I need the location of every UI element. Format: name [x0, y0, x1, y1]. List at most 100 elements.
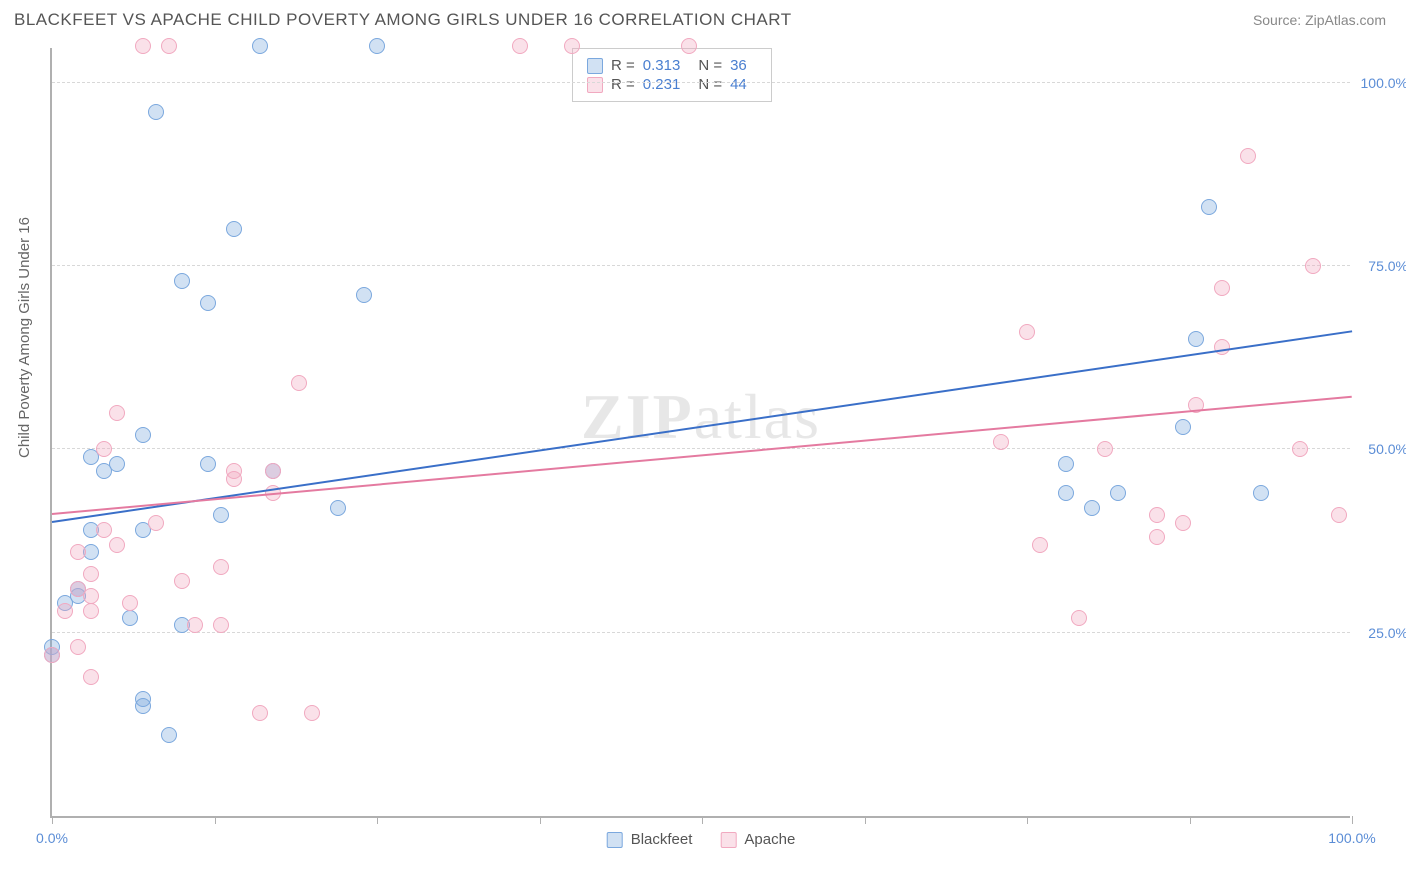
- scatter-point: [122, 610, 138, 626]
- swatch-apache: [587, 77, 603, 93]
- scatter-point: [1175, 515, 1191, 531]
- chart-container: Child Poverty Among Girls Under 16 ZIPat…: [0, 38, 1406, 888]
- swatch-blackfeet: [587, 58, 603, 74]
- scatter-point: [1175, 419, 1191, 435]
- scatter-point: [70, 544, 86, 560]
- gridline: [52, 632, 1350, 633]
- scatter-point: [135, 38, 151, 54]
- ytick-label: 100.0%: [1361, 75, 1406, 91]
- scatter-point: [304, 705, 320, 721]
- scatter-point: [135, 427, 151, 443]
- xtick: [377, 816, 378, 824]
- scatter-point: [1149, 529, 1165, 545]
- legend-swatch-apache: [720, 832, 736, 848]
- scatter-point: [83, 588, 99, 604]
- legend-label-blackfeet: Blackfeet: [631, 831, 693, 848]
- scatter-point: [213, 559, 229, 575]
- ytick-label: 75.0%: [1368, 258, 1406, 274]
- gridline: [52, 265, 1350, 266]
- scatter-point: [1084, 500, 1100, 516]
- scatter-point: [356, 287, 372, 303]
- chart-title: BLACKFEET VS APACHE CHILD POVERTY AMONG …: [14, 10, 792, 30]
- legend-item-blackfeet: Blackfeet: [607, 831, 693, 848]
- scatter-point: [512, 38, 528, 54]
- scatter-point: [564, 38, 580, 54]
- scatter-point: [226, 221, 242, 237]
- scatter-point: [1032, 537, 1048, 553]
- xtick: [215, 816, 216, 824]
- xtick: [702, 816, 703, 824]
- scatter-point: [83, 669, 99, 685]
- scatter-point: [369, 38, 385, 54]
- scatter-point: [83, 603, 99, 619]
- scatter-point: [1058, 485, 1074, 501]
- scatter-point: [1331, 507, 1347, 523]
- scatter-point: [187, 617, 203, 633]
- scatter-point: [1214, 280, 1230, 296]
- scatter-point: [57, 603, 73, 619]
- scatter-point: [1305, 258, 1321, 274]
- scatter-point: [993, 434, 1009, 450]
- scatter-point: [226, 471, 242, 487]
- scatter-point: [1253, 485, 1269, 501]
- scatter-point: [265, 463, 281, 479]
- stats-box: R =0.313 N =36 R =0.231 N =44: [572, 48, 772, 102]
- scatter-point: [109, 456, 125, 472]
- watermark: ZIPatlas: [581, 380, 821, 454]
- scatter-point: [1201, 199, 1217, 215]
- legend-label-apache: Apache: [744, 831, 795, 848]
- scatter-point: [213, 617, 229, 633]
- scatter-point: [1097, 441, 1113, 457]
- scatter-point: [291, 375, 307, 391]
- trendline: [52, 330, 1352, 523]
- scatter-point: [96, 441, 112, 457]
- scatter-point: [1058, 456, 1074, 472]
- scatter-point: [174, 273, 190, 289]
- scatter-point: [122, 595, 138, 611]
- scatter-point: [213, 507, 229, 523]
- scatter-point: [83, 566, 99, 582]
- trendline: [52, 396, 1352, 515]
- scatter-point: [161, 727, 177, 743]
- y-axis-label: Child Poverty Among Girls Under 16: [16, 217, 33, 458]
- legend-item-apache: Apache: [720, 831, 795, 848]
- stats-row-apache: R =0.231 N =44: [587, 76, 757, 93]
- xtick-label: 0.0%: [36, 830, 68, 846]
- scatter-point: [96, 522, 112, 538]
- scatter-point: [1019, 324, 1035, 340]
- xtick: [865, 816, 866, 824]
- scatter-point: [1240, 148, 1256, 164]
- scatter-point: [70, 639, 86, 655]
- xtick: [1190, 816, 1191, 824]
- scatter-point: [1071, 610, 1087, 626]
- plot-area: ZIPatlas R =0.313 N =36 R =0.231 N =44 B…: [50, 48, 1350, 818]
- scatter-point: [1214, 339, 1230, 355]
- scatter-point: [252, 705, 268, 721]
- scatter-point: [161, 38, 177, 54]
- scatter-point: [148, 104, 164, 120]
- scatter-point: [330, 500, 346, 516]
- gridline: [52, 448, 1350, 449]
- ytick-label: 50.0%: [1368, 441, 1406, 457]
- xtick: [52, 816, 53, 824]
- xtick: [540, 816, 541, 824]
- scatter-point: [681, 38, 697, 54]
- scatter-point: [174, 573, 190, 589]
- scatter-point: [148, 515, 164, 531]
- bottom-legend: Blackfeet Apache: [607, 831, 796, 848]
- scatter-point: [1149, 507, 1165, 523]
- scatter-point: [109, 537, 125, 553]
- legend-swatch-blackfeet: [607, 832, 623, 848]
- scatter-point: [109, 405, 125, 421]
- stats-row-blackfeet: R =0.313 N =36: [587, 57, 757, 74]
- scatter-point: [135, 691, 151, 707]
- xtick-label: 100.0%: [1328, 830, 1375, 846]
- scatter-point: [200, 295, 216, 311]
- xtick: [1352, 816, 1353, 824]
- scatter-point: [1188, 331, 1204, 347]
- scatter-point: [252, 38, 268, 54]
- scatter-point: [1110, 485, 1126, 501]
- scatter-point: [1292, 441, 1308, 457]
- gridline: [52, 82, 1350, 83]
- ytick-label: 25.0%: [1368, 625, 1406, 641]
